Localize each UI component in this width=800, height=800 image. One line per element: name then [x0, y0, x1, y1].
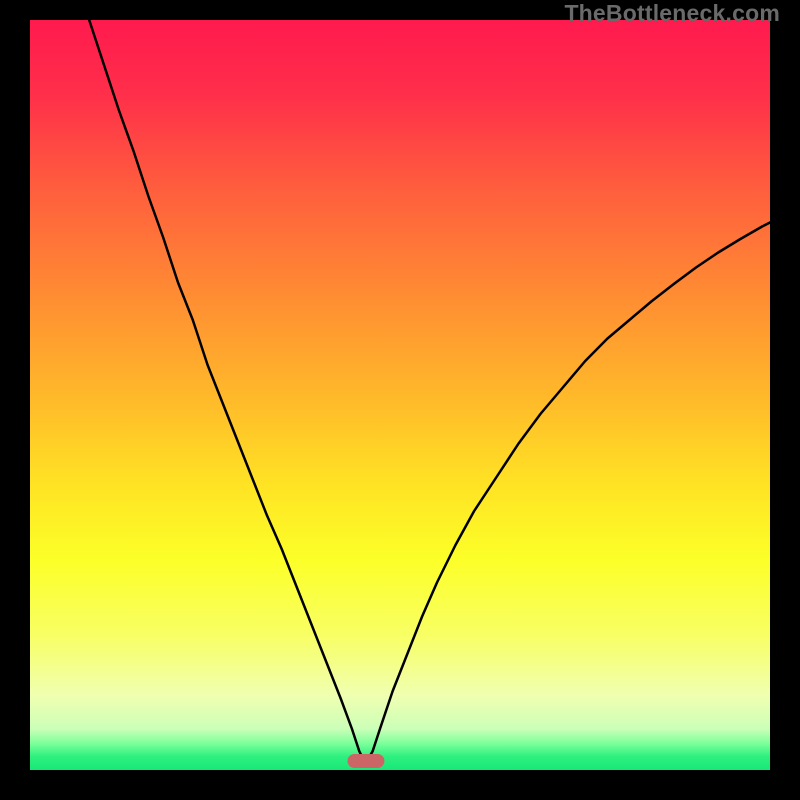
- bottleneck-chart: [0, 0, 800, 800]
- chart-stage: TheBottleneck.com: [0, 0, 800, 800]
- plot-background-gradient: [30, 20, 770, 770]
- optimum-marker: [347, 754, 384, 768]
- watermark-text: TheBottleneck.com: [564, 0, 780, 27]
